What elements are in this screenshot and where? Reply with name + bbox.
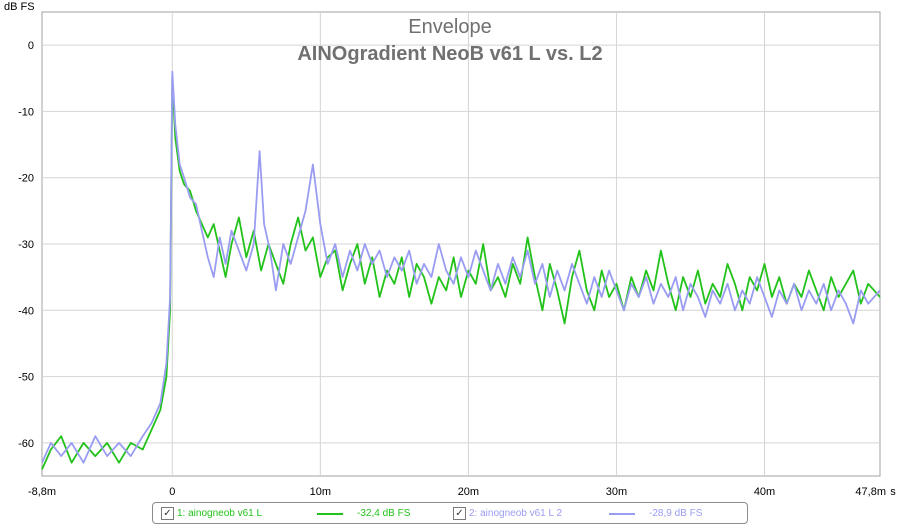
y-tick-label: 0 [28,40,34,52]
legend-swatch-series-1 [317,513,343,515]
legend-swatch-series-2 [609,513,635,515]
legend-value-series-1: -32,4 dB FS [357,508,411,519]
y-tick-label: -20 [18,173,34,185]
y-tick-label: -60 [18,438,34,450]
x-tick-label: 20m [458,486,479,498]
series-layer [41,70,881,470]
series-line-2 [41,70,881,464]
legend: ✓ 1: ainogneob v61 L -32,4 dB FS ✓ 2: ai… [152,502,748,524]
x-tick-label: 47,8m [855,486,886,498]
x-tick-label: 30m [606,486,627,498]
x-tick-label: 0 [169,486,175,498]
x-tick-label: -8,8m [28,486,56,498]
y-tick-label: -40 [18,305,34,317]
x-tick-label: 40m [754,486,775,498]
envelope-chart: 0 -10 -20 -30 -40 -50 -60 -8,8m 0 10m 20m 30m 40m 47,… [4,1,896,498]
legend-label-series-1: 1: ainogneob v61 L [177,508,263,519]
series-line-1 [41,77,881,470]
axis-ticks: 0 -10 -20 -30 -40 -50 -60 -8,8m 0 10m 20m 30m 40m 47,… [18,40,886,498]
y-tick-label: -50 [18,372,34,384]
grid-lines [42,12,880,476]
legend-label-series-2: 2: ainogneob v61 L 2 [469,508,563,519]
y-tick-label: -30 [18,239,34,251]
legend-value-series-2: -28,9 dB FS [649,508,703,519]
x-tick-label: 10m [310,486,331,498]
legend-item-series-2[interactable]: ✓ 2: ainogneob v61 L 2 -28,9 dB FS [453,506,743,522]
checkbox-series-1[interactable]: ✓ [161,507,174,520]
chart-subtitle: AINOgradient NeoB v61 L vs. L2 [297,43,602,65]
y-axis-label: dB FS [4,1,35,13]
y-tick-label: -10 [18,106,34,118]
checkbox-series-2[interactable]: ✓ [453,507,466,520]
chart-title: Envelope [408,16,491,38]
x-axis-unit: s [890,486,896,498]
legend-item-series-1[interactable]: ✓ 1: ainogneob v61 L -32,4 dB FS [161,506,451,522]
